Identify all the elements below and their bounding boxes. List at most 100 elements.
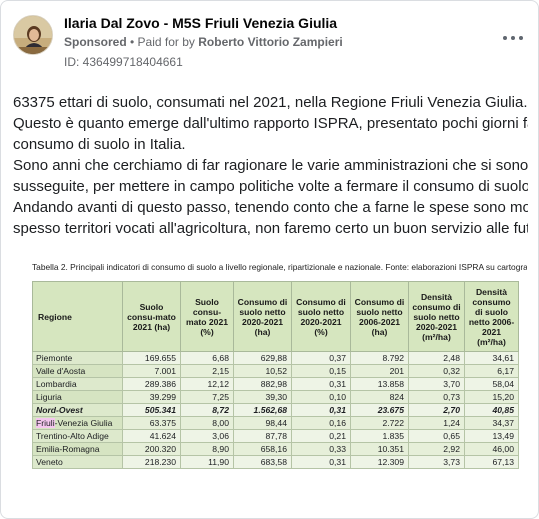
table-row: Lombardia 289.386 12,12 882,98 0,31 13.858 3,7… [32,377,519,391]
value-cell: 201 [350,364,409,378]
table-row: Emilia-Romagna 200.320 8,90 658,16 0,33 10.35… [32,442,519,456]
region-cell: Valle d'Aosta [32,364,123,378]
value-cell: 10.351 [350,442,409,456]
value-cell: 41.624 [122,429,181,443]
profile-photo-icon [14,16,52,54]
value-cell: 0,31 [291,377,351,391]
value-cell: 39,30 [233,390,292,404]
region-cell: Veneto [32,455,123,469]
post-text: 63375 ettari di suolo, consumati nel 202… [13,92,528,239]
post-text-line: consumo di suolo in Italia. [13,136,186,153]
table-row: Nord-Ovest 505.341 8,72 1.562,68 0,31 23.675 2… [32,403,519,417]
value-cell: 218.230 [122,455,181,469]
value-cell: 0,31 [291,403,351,417]
table-header-cell: Densità consumo di suolo netto 2020-2021… [408,281,465,352]
ispra-table: Regione Suolo consu-mato 2021 (ha) Suolo c… [32,281,519,469]
value-cell: 629,88 [233,351,292,365]
value-cell: 683,58 [233,455,292,469]
region-cell: Nord-Ovest [32,403,123,417]
value-cell: 40,85 [464,403,519,417]
value-cell: 824 [350,390,409,404]
region-cell: Liguria [32,390,123,404]
table-row: Friuli-Venezia Giulia 63.375 8,00 98,44 0,16… [32,416,519,430]
value-cell: 13.858 [350,377,409,391]
value-cell: 39.299 [122,390,181,404]
value-cell: 8,72 [180,403,234,417]
table-header-cell: Consumo di suolo netto 2020-2021 (%) [291,281,351,352]
value-cell: 46,00 [464,442,519,456]
table-caption: Tabella 2. Principali indicatori di cons… [32,262,527,272]
post-text-line: Sono anni che cerchiamo di far ragionare… [13,157,528,174]
value-cell: 0,21 [291,429,351,443]
table-header-cell: Regione [32,281,123,352]
value-cell: 2.722 [350,416,409,430]
value-cell: 200.320 [122,442,181,456]
value-cell: 1.562,68 [233,403,292,417]
region-cell: Piemonte [32,351,123,365]
value-cell: 13,49 [464,429,519,443]
value-cell: 34,61 [464,351,519,365]
more-dot-icon [503,36,507,40]
region-cell: Trentino-Alto Adige [32,429,123,443]
value-cell: 1,24 [408,416,465,430]
table-row: Trentino-Alto Adige 41.624 3,06 87,78 0,21 1.… [32,429,519,443]
paid-for-prefix: Paid for by [137,35,195,49]
sponsored-line: Sponsored • Paid for by Roberto Vittorio… [64,35,343,49]
value-cell: 8.792 [350,351,409,365]
post-text-line: susseguite, per mettere in campo politic… [13,178,528,195]
post-text-line-truncated[interactable]: spesso territori vocati all'agricoltura,… [13,220,528,237]
value-cell: 289.386 [122,377,181,391]
value-cell: 2,92 [408,442,465,456]
author-name[interactable]: Ilaria Dal Zovo - M5S Friuli Venezia Giu… [64,15,338,31]
value-cell: 0,15 [291,364,351,378]
more-options-button[interactable] [501,31,525,45]
value-cell: 6,17 [464,364,519,378]
more-dot-icon [519,36,523,40]
table-row: Veneto 218.230 11,90 683,58 0,31 12.309 3,73 67… [32,455,519,469]
value-cell: 658,16 [233,442,292,456]
region-cell: Lombardia [32,377,123,391]
value-cell: 7.001 [122,364,181,378]
payer-name[interactable]: Roberto Vittorio Zampieri [198,35,343,49]
value-cell: 3,70 [408,377,465,391]
value-cell: 98,44 [233,416,292,430]
profile-avatar[interactable] [13,15,53,55]
value-cell: 0,10 [291,390,351,404]
value-cell: 3,06 [180,429,234,443]
table-header-cell: Suolo consu-mato 2021 (%) [180,281,234,352]
value-cell: 8,00 [180,416,234,430]
value-cell: 0,73 [408,390,465,404]
value-cell: 87,78 [233,429,292,443]
value-cell: 6,68 [180,351,234,365]
value-cell: 882,98 [233,377,292,391]
table-header-cell: Consumo di suolo netto 2006-2021 (ha) [350,281,409,352]
value-cell: 3,73 [408,455,465,469]
table-row: Valle d'Aosta 7.001 2,15 10,52 0,15 201 0,32 6,… [32,364,519,378]
value-cell: 58,04 [464,377,519,391]
value-cell: 63.375 [122,416,181,430]
ad-id: ID: 436499718404661 [64,55,183,69]
value-cell: 2,70 [408,403,465,417]
value-cell: 0,16 [291,416,351,430]
value-cell: 2,48 [408,351,465,365]
value-cell: 23.675 [350,403,409,417]
value-cell: 0,33 [291,442,351,456]
sponsored-label: Sponsored [64,35,127,49]
table-row: Piemonte 169.655 6,68 629,88 0,37 8.792 2,48 34… [32,351,519,365]
value-cell: 1.835 [350,429,409,443]
table-header-cell: Consumo di suolo netto 2020-2021 (ha) [233,281,292,352]
value-cell: 2,15 [180,364,234,378]
value-cell: 67,13 [464,455,519,469]
value-cell: 12,12 [180,377,234,391]
table-row: Liguria 39.299 7,25 39,30 0,10 824 0,73 15,20 [32,390,519,404]
value-cell: 505.341 [122,403,181,417]
table-header-row: Regione Suolo consu-mato 2021 (ha) Suolo c… [32,281,519,352]
post-image[interactable]: Tabella 2. Principali indicatori di cons… [14,249,527,515]
value-cell: 0,32 [408,364,465,378]
value-cell: 10,52 [233,364,292,378]
value-cell: 12.309 [350,455,409,469]
value-cell: 34,37 [464,416,519,430]
value-cell: 15,20 [464,390,519,404]
table-header-cell: Suolo consu-mato 2021 (ha) [122,281,181,352]
